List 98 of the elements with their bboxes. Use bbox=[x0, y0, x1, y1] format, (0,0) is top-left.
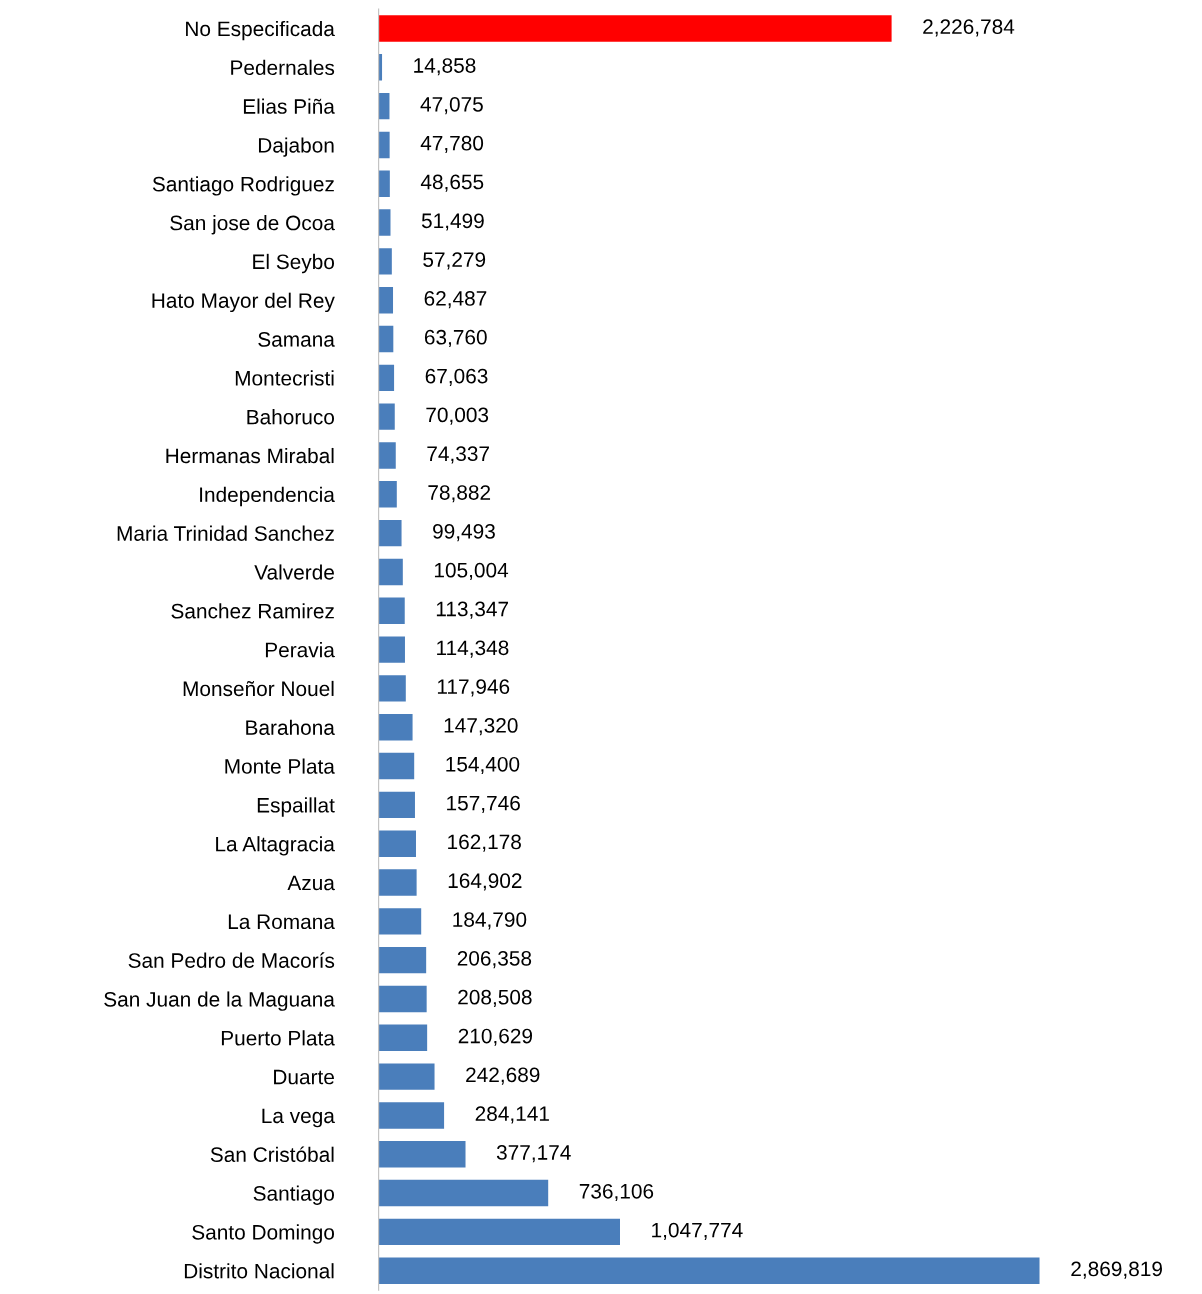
y-tick-label: Santo Domingo bbox=[192, 1224, 335, 1244]
y-tick-label: Independencia bbox=[200, 486, 335, 507]
bar bbox=[378, 1257, 1040, 1284]
y-tick-label: El Seybo bbox=[253, 253, 335, 274]
y-tick-label: La vega bbox=[262, 1108, 335, 1128]
bar bbox=[378, 325, 394, 353]
y-tick-label: San Juan de la Maguana bbox=[104, 991, 335, 1011]
y-tick-label: Duarte bbox=[274, 1069, 334, 1085]
bar bbox=[378, 1179, 549, 1207]
data-label: 14,858 bbox=[414, 58, 476, 76]
data-label: 210,629 bbox=[458, 1028, 533, 1046]
bar bbox=[378, 481, 397, 508]
bar bbox=[378, 597, 405, 624]
y-tick-label: Elias Piña bbox=[243, 98, 335, 114]
y-tick-label: San Pedro de Macorís bbox=[128, 952, 335, 968]
bar bbox=[378, 248, 392, 275]
data-label: 51,499 bbox=[421, 213, 484, 231]
y-tick-label: Peravia bbox=[265, 642, 335, 658]
data-label: 117,946 bbox=[437, 679, 510, 697]
bar bbox=[378, 1024, 428, 1051]
data-label: 2,226,784 bbox=[923, 19, 1015, 37]
bar bbox=[378, 403, 395, 430]
y-tick-label: San Cristóbal bbox=[210, 1146, 334, 1162]
bar bbox=[378, 869, 417, 896]
bar bbox=[378, 558, 403, 586]
bar bbox=[378, 791, 415, 819]
y-tick-label: Barahona bbox=[246, 719, 335, 735]
bar bbox=[378, 830, 416, 857]
bar bbox=[378, 714, 413, 741]
data-label: 47,780 bbox=[420, 135, 484, 153]
bar bbox=[378, 908, 422, 935]
y-tick-label: Santiago bbox=[253, 1185, 335, 1205]
data-label: 154,400 bbox=[446, 756, 520, 775]
y-tick-label: San jose de Ocoa bbox=[170, 215, 335, 235]
data-label: 105,004 bbox=[434, 562, 509, 580]
y-tick-label: Azua bbox=[287, 875, 335, 891]
y-tick-label: Sanchez Ramirez bbox=[171, 603, 334, 619]
y-tick-label: Hermanas Mirabal bbox=[166, 447, 334, 464]
data-label: 48,655 bbox=[420, 174, 484, 192]
data-label: 147,320 bbox=[444, 718, 518, 736]
data-label: 1,047,774 bbox=[652, 1222, 743, 1240]
bar bbox=[378, 15, 892, 42]
data-label: 2,869,819 bbox=[1071, 1261, 1162, 1279]
data-label: 736,106 bbox=[579, 1183, 654, 1202]
y-tick-label: Distrito Nacional bbox=[184, 1263, 334, 1279]
y-tick-label: Samana bbox=[258, 332, 335, 347]
bar bbox=[378, 636, 405, 663]
y-tick-label: Puerto Plata bbox=[221, 1030, 335, 1046]
bar bbox=[378, 1063, 435, 1090]
bar bbox=[378, 209, 391, 236]
bar bbox=[378, 92, 390, 120]
data-label: 162,178 bbox=[448, 834, 521, 852]
data-label: 208,508 bbox=[458, 989, 532, 1008]
bar bbox=[378, 442, 396, 469]
y-tick-label: Santiago Rodriguez bbox=[152, 176, 334, 196]
data-label: 206,358 bbox=[457, 950, 532, 969]
y-tick-label: Monseñor Nouel bbox=[183, 680, 334, 697]
y-tick-label: Pedernales bbox=[231, 59, 335, 76]
data-label: 62,487 bbox=[424, 291, 487, 309]
y-tick-label: Montecristi bbox=[235, 370, 334, 386]
y-tick-label: La Romana bbox=[228, 914, 335, 930]
bar bbox=[378, 170, 390, 197]
data-label: 47,075 bbox=[420, 96, 483, 115]
data-label: 242,689 bbox=[466, 1067, 540, 1085]
y-tick-label: Bahoruco bbox=[247, 409, 335, 425]
data-label: 377,174 bbox=[496, 1145, 571, 1163]
y-tick-label: Maria Trinidad Sanchez bbox=[117, 525, 334, 541]
bar bbox=[378, 364, 395, 392]
bar bbox=[378, 131, 390, 159]
y-tick-label: No Especificada bbox=[186, 20, 335, 41]
y-tick-label: Dajabon bbox=[258, 137, 334, 157]
y-tick-label: La Altagracia bbox=[216, 836, 335, 856]
y-tick-label: Valverde bbox=[254, 564, 334, 580]
bar bbox=[378, 519, 402, 547]
data-label: 184,790 bbox=[453, 912, 527, 930]
bar bbox=[378, 1102, 445, 1129]
y-tick-label: Monte Plata bbox=[225, 758, 335, 774]
data-label: 164,902 bbox=[448, 873, 522, 891]
data-label: 67,063 bbox=[425, 368, 488, 386]
data-label: 114,348 bbox=[437, 640, 509, 658]
y-tick-label: Espaillat bbox=[257, 797, 335, 817]
bar bbox=[378, 1141, 466, 1168]
bar bbox=[378, 287, 394, 314]
data-label: 63,760 bbox=[424, 329, 487, 348]
data-label: 74,337 bbox=[427, 446, 489, 464]
data-label: 113,347 bbox=[436, 601, 509, 619]
bar bbox=[378, 752, 415, 780]
bar bbox=[378, 946, 427, 974]
data-label: 157,746 bbox=[447, 795, 520, 813]
y-tick-label: Hato Mayor del Rey bbox=[152, 292, 335, 313]
bar bbox=[378, 1218, 620, 1246]
data-label: 78,882 bbox=[428, 485, 491, 503]
data-label: 284,141 bbox=[475, 1106, 549, 1124]
data-label: 57,279 bbox=[423, 252, 486, 270]
bar bbox=[378, 985, 427, 1013]
data-label: 99,493 bbox=[433, 523, 495, 542]
bar bbox=[378, 675, 406, 702]
data-label: 70,003 bbox=[426, 407, 489, 425]
